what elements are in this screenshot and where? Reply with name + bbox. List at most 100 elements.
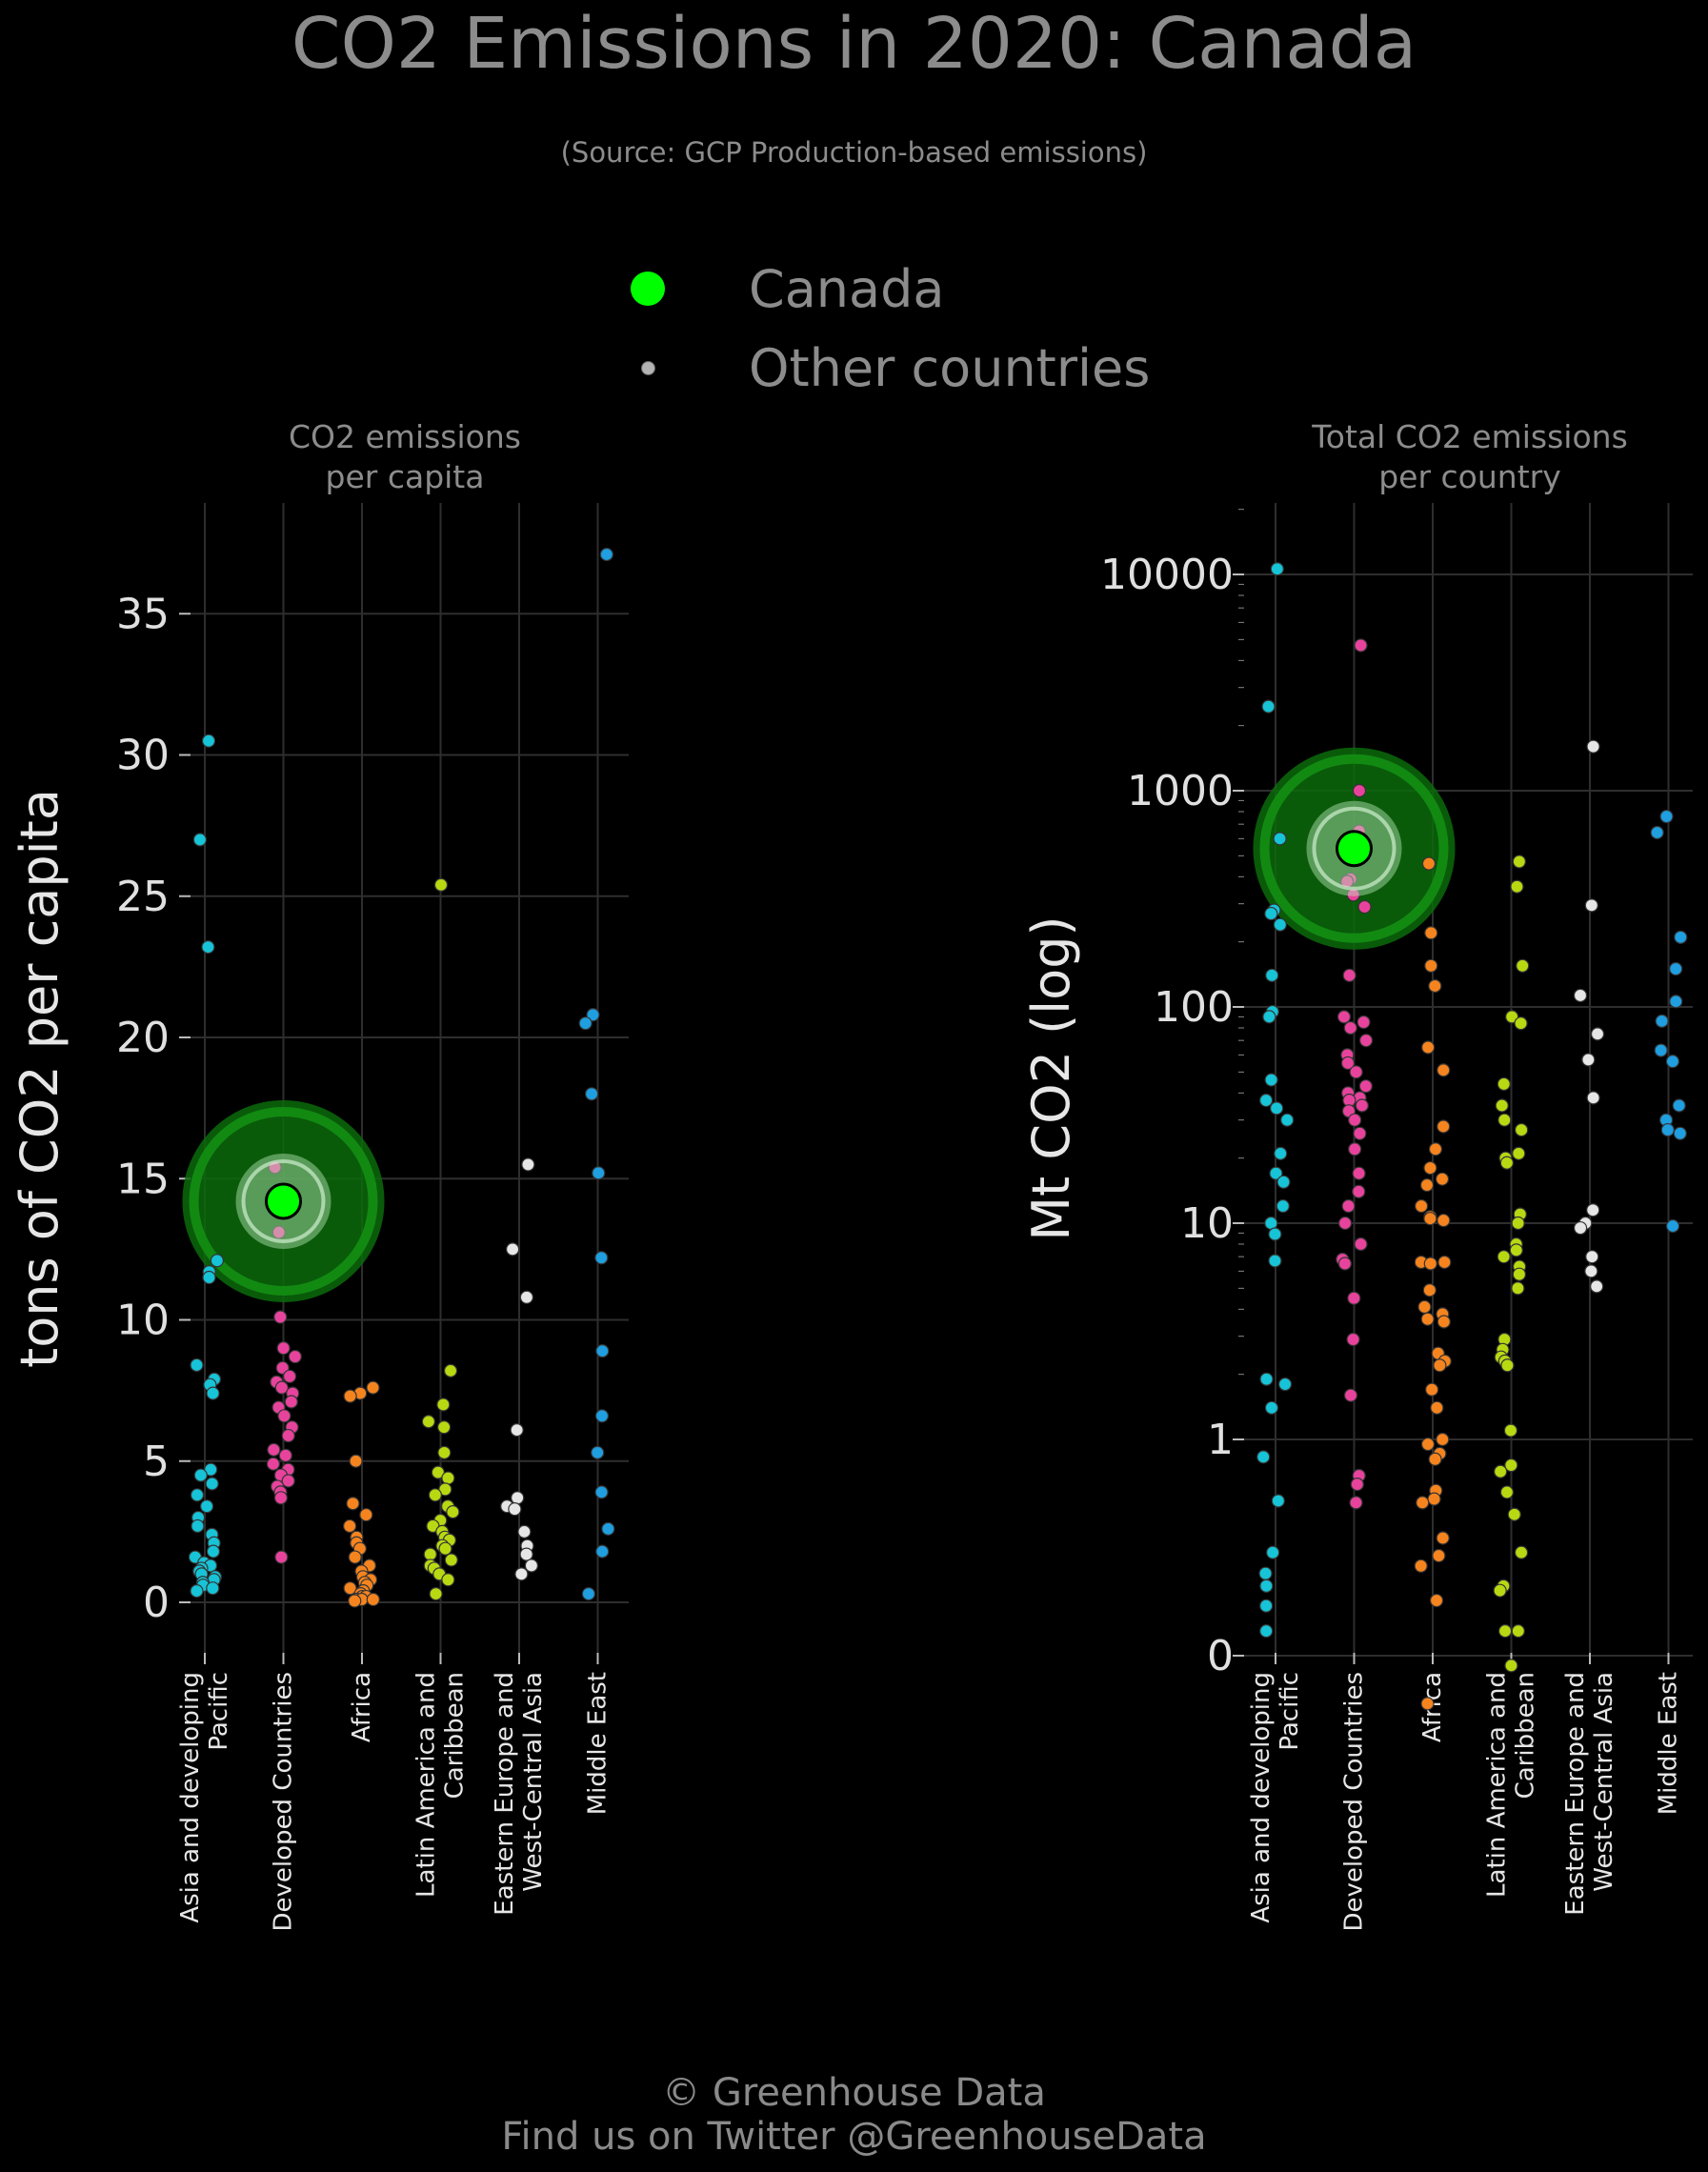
highlight-halo-inner-ring bbox=[241, 1158, 326, 1243]
data-point-middle-east bbox=[581, 1587, 595, 1601]
highlight-halo-ring bbox=[1259, 754, 1449, 943]
data-point-africa bbox=[1423, 1212, 1437, 1226]
highlight-halo-inner-ring bbox=[1312, 806, 1397, 891]
data-point-asia-and-developing-pacific bbox=[206, 1581, 220, 1596]
data-point-eastern-europe-and-west-central-asia bbox=[1573, 1220, 1588, 1236]
highlight-point-canada bbox=[265, 1182, 302, 1220]
data-point-latin-america-and-caribbean bbox=[1511, 1281, 1525, 1296]
x-tick-label: Asia and developing bbox=[176, 1672, 205, 1923]
data-point-eastern-europe-and-west-central-asia bbox=[524, 1559, 539, 1573]
data-point-latin-america-and-caribbean bbox=[1511, 1216, 1525, 1231]
data-point-latin-america-and-caribbean bbox=[1494, 1464, 1508, 1478]
data-point-eastern-europe-and-west-central-asia bbox=[1590, 1279, 1604, 1294]
data-point-middle-east bbox=[595, 1344, 610, 1358]
data-point-asia-and-developing-pacific bbox=[206, 1544, 221, 1559]
data-point-africa bbox=[1435, 1172, 1450, 1186]
data-point-asia-and-developing-pacific bbox=[204, 1462, 218, 1477]
data-point-asia-and-developing-pacific bbox=[1264, 1073, 1278, 1087]
data-point-eastern-europe-and-west-central-asia bbox=[519, 1290, 534, 1304]
data-point-africa bbox=[1415, 1198, 1429, 1214]
data-point-africa bbox=[1436, 1432, 1450, 1447]
x-tick-label: West-Central Asia bbox=[1590, 1672, 1618, 1892]
y-axis-label: tons of CO2 per capita bbox=[10, 789, 70, 1368]
data-point-middle-east bbox=[601, 1521, 615, 1537]
data-point-africa bbox=[343, 1581, 357, 1596]
x-tick-label: Middle East bbox=[584, 1672, 613, 1815]
data-point-middle-east bbox=[595, 1544, 610, 1559]
x-tick-label: West-Central Asia bbox=[519, 1672, 548, 1892]
data-point-africa bbox=[1437, 1315, 1451, 1329]
data-point-developed-countries bbox=[281, 1474, 295, 1488]
data-point-middle-east bbox=[1669, 995, 1683, 1009]
data-point-latin-america-and-caribbean bbox=[1495, 1098, 1509, 1113]
data-point-eastern-europe-and-west-central-asia bbox=[1584, 1264, 1598, 1278]
data-point-middle-east bbox=[585, 1087, 599, 1101]
data-point-africa bbox=[1416, 1496, 1430, 1510]
data-point-latin-america-and-caribbean bbox=[438, 1482, 452, 1497]
data-point-developed-countries bbox=[1356, 1015, 1371, 1030]
data-point-africa bbox=[1421, 856, 1437, 871]
data-point-africa bbox=[1433, 1358, 1447, 1373]
data-point-developed-countries bbox=[1355, 1098, 1369, 1113]
chart-subtitle: (Source: GCP Production-based emissions) bbox=[560, 136, 1148, 169]
data-point-asia-and-developing-pacific bbox=[1259, 1599, 1274, 1613]
x-tick-label: Pacific bbox=[205, 1672, 233, 1751]
data-point-middle-east bbox=[586, 1008, 600, 1022]
data-point-developed-countries bbox=[1347, 1291, 1361, 1305]
data-point-africa bbox=[1437, 1063, 1451, 1077]
y-tick-label: 5 bbox=[143, 1438, 170, 1486]
data-point-latin-america-and-caribbean bbox=[436, 1398, 451, 1412]
x-tick-label: Pacific bbox=[1276, 1672, 1304, 1751]
data-point-asia-and-developing-pacific bbox=[1274, 1146, 1288, 1160]
data-point-asia-and-developing-pacific bbox=[1270, 562, 1284, 576]
data-point-eastern-europe-and-west-central-asia bbox=[1573, 988, 1588, 1003]
x-tick-label: Developed Countries bbox=[1340, 1672, 1369, 1931]
data-point-africa bbox=[346, 1497, 360, 1511]
data-point-latin-america-and-caribbean bbox=[437, 1445, 452, 1459]
y-tick-label: 1000 bbox=[1127, 767, 1234, 815]
data-point-middle-east bbox=[1650, 825, 1664, 840]
data-point-eastern-europe-and-west-central-asia bbox=[1585, 1250, 1599, 1264]
x-tick-label: Latin America and bbox=[1483, 1672, 1512, 1898]
data-point-developed-countries bbox=[1350, 1478, 1364, 1492]
data-point-africa bbox=[1428, 1142, 1443, 1156]
data-point-developed-countries bbox=[1348, 1113, 1362, 1127]
data-point-africa bbox=[1425, 1382, 1439, 1397]
footer-copyright: © Greenhouse Data bbox=[662, 2071, 1046, 2115]
data-point-middle-east bbox=[1654, 1043, 1668, 1057]
data-point-developed-countries bbox=[288, 1349, 302, 1364]
data-point-developed-countries bbox=[278, 1448, 292, 1462]
chart-title: CO2 Emissions in 2020: Canada bbox=[291, 3, 1417, 85]
data-point-asia-and-developing-pacific bbox=[1268, 1254, 1282, 1268]
data-point-latin-america-and-caribbean bbox=[1497, 1250, 1511, 1264]
panel-title-line: Total CO2 emissions bbox=[1311, 418, 1628, 455]
data-point-developed-countries bbox=[1352, 783, 1367, 798]
data-point-middle-east bbox=[1665, 1218, 1680, 1234]
data-point-developed-countries bbox=[1337, 1257, 1352, 1271]
data-point-africa bbox=[1437, 1213, 1451, 1228]
data-point-latin-america-and-caribbean bbox=[1515, 1122, 1529, 1137]
x-tick-label: Caribbean bbox=[1512, 1672, 1540, 1799]
data-point-eastern-europe-and-west-central-asia bbox=[519, 1547, 533, 1561]
data-point-developed-countries bbox=[1354, 1237, 1368, 1252]
y-tick-label: 35 bbox=[116, 590, 170, 638]
y-tick-label: 10 bbox=[1180, 1199, 1234, 1248]
data-point-middle-east bbox=[1674, 930, 1688, 944]
data-point-middle-east bbox=[1669, 961, 1683, 976]
data-point-africa bbox=[1430, 1400, 1444, 1415]
data-point-asia-and-developing-pacific bbox=[1258, 1093, 1274, 1108]
data-point-africa bbox=[1420, 1312, 1435, 1326]
data-point-asia-and-developing-pacific bbox=[190, 1358, 204, 1373]
data-point-latin-america-and-caribbean bbox=[438, 1541, 452, 1556]
data-point-africa bbox=[1424, 958, 1438, 973]
data-point-developed-countries bbox=[1349, 1496, 1363, 1510]
data-point-developed-countries bbox=[273, 1491, 289, 1505]
data-point-developed-countries bbox=[274, 1550, 289, 1564]
data-point-developed-countries bbox=[1341, 1198, 1356, 1214]
data-point-developed-countries bbox=[1340, 1056, 1356, 1071]
legend-label-other-countries: Other countries bbox=[749, 337, 1151, 398]
panel-title-line: per country bbox=[1378, 458, 1561, 495]
data-point-middle-east bbox=[1673, 1126, 1687, 1140]
data-point-africa bbox=[349, 1454, 363, 1468]
